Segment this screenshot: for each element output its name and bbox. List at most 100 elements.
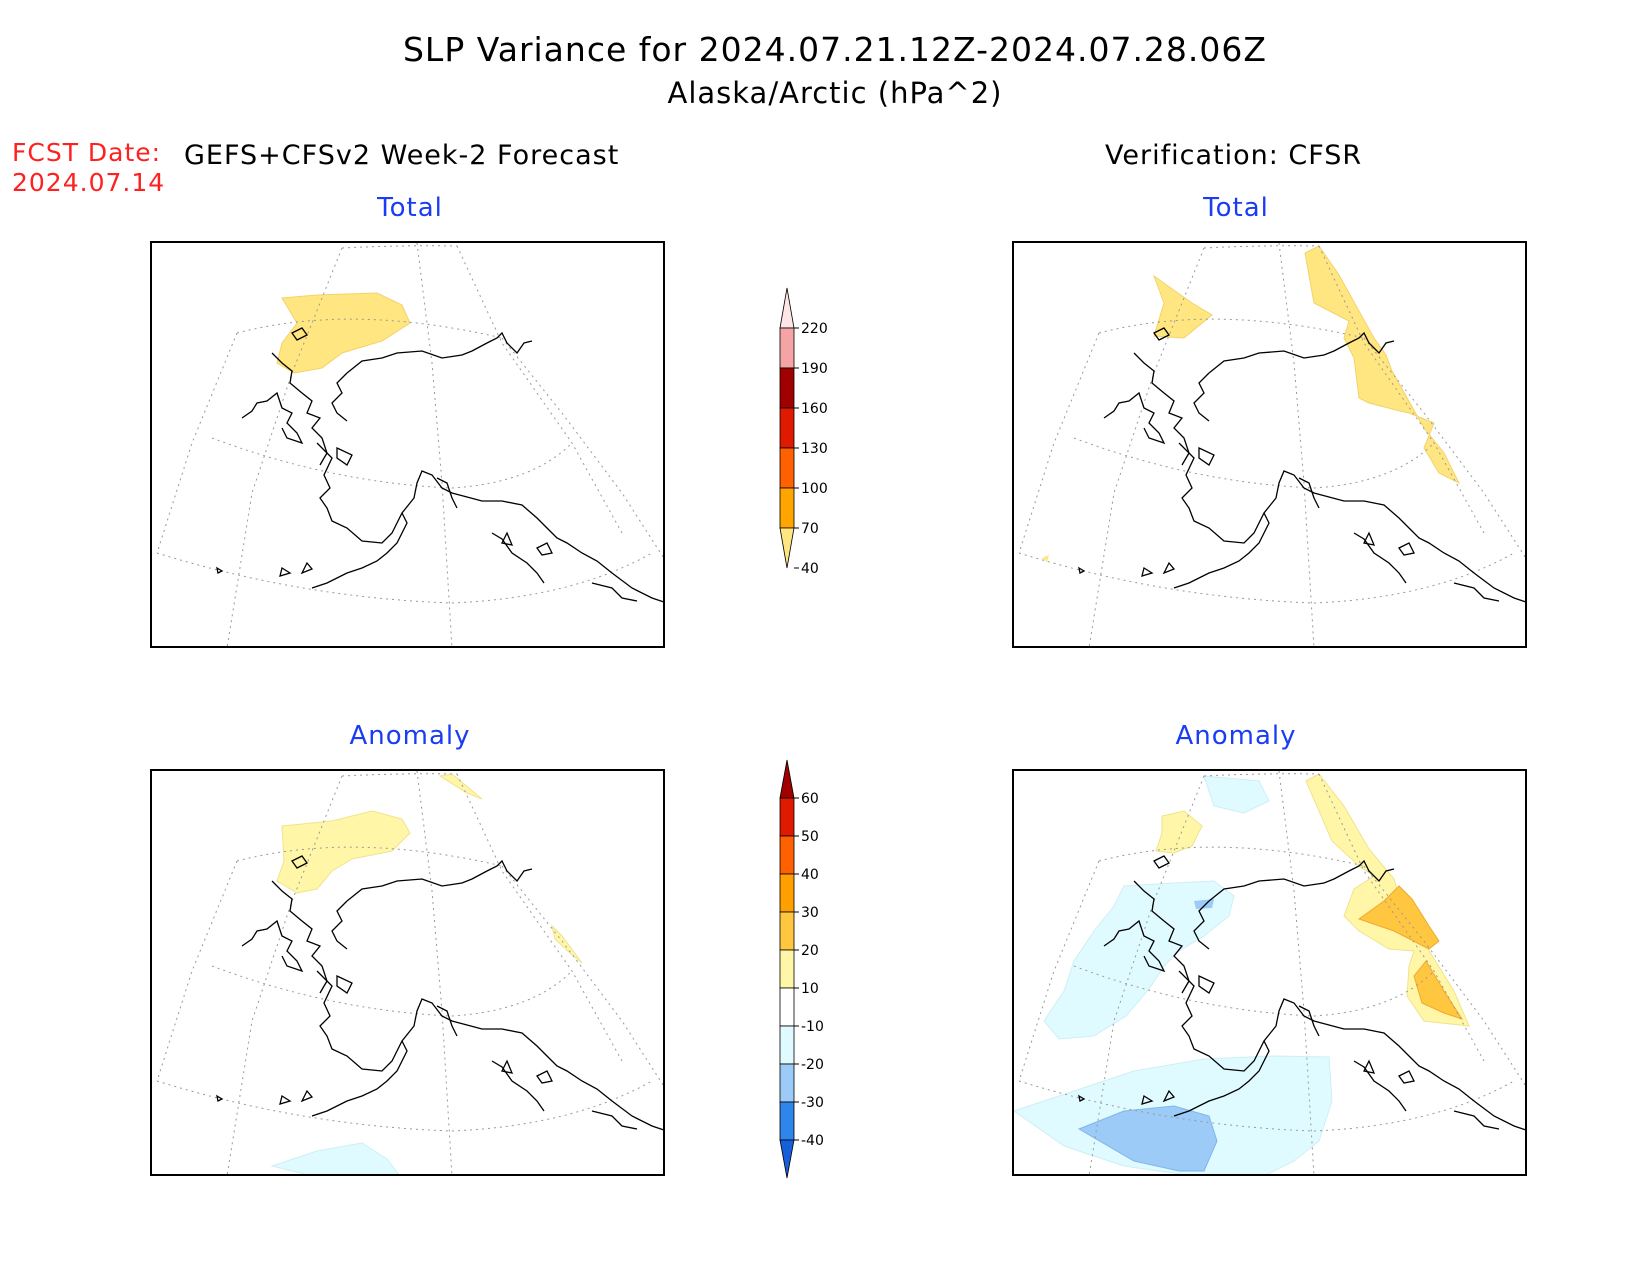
grid-line — [1098, 846, 1365, 867]
coastline-segment — [1353, 1060, 1407, 1112]
colorbar-segment — [779, 759, 795, 799]
verification-anomaly-map — [1012, 769, 1527, 1176]
coastline-segment — [1298, 477, 1320, 509]
colorbar-segment — [779, 1025, 795, 1065]
coastline-segment — [336, 446, 353, 466]
fcst-date-value: 2024.07.14 — [12, 168, 166, 197]
grid-line — [211, 965, 573, 1017]
coastline-segment — [1453, 1110, 1500, 1130]
colorbar-label: 30 — [801, 905, 819, 921]
coastline-segment — [1141, 1094, 1154, 1105]
graticule — [156, 243, 663, 646]
colorbar-label: 10 — [801, 981, 819, 997]
grid-line — [456, 773, 623, 1062]
coastline-segment — [316, 442, 663, 603]
coastline-segment — [331, 900, 348, 950]
colorbar-segment — [779, 527, 795, 569]
coastline-segment — [1103, 919, 1166, 973]
coastline-segment — [591, 582, 638, 602]
coastline-segment — [1363, 1059, 1376, 1074]
colorbar-segment — [779, 987, 795, 1027]
graticule — [1018, 771, 1525, 1174]
coastline-segment — [300, 1089, 314, 1103]
coastline-segment — [491, 532, 545, 584]
coastline-segment — [216, 566, 224, 574]
grid-line — [156, 552, 653, 604]
coastline-segment — [1398, 542, 1415, 556]
grid-line — [501, 337, 663, 558]
grid-line — [211, 437, 573, 489]
grid-line — [1098, 318, 1365, 339]
forecast-total-map — [150, 241, 665, 648]
verification-total-shading — [1042, 245, 1461, 562]
colorbar-label: -30 — [801, 1095, 824, 1111]
colorbar-label: -40 — [801, 1133, 824, 1149]
coastline-segment — [536, 542, 553, 556]
colorbar-segment — [779, 447, 795, 489]
forecast-anomaly-shading — [270, 773, 583, 1174]
coastline-segment — [1133, 880, 1190, 994]
grid-line — [1203, 773, 1320, 777]
grid-line — [1278, 771, 1315, 1174]
total-colorbar-svg: 40 70 100 130 160 190 220 — [779, 287, 828, 577]
coastline-segment — [291, 327, 308, 341]
grid-line — [226, 775, 343, 1174]
forecast-anomaly-title: Anomaly — [349, 721, 471, 751]
coastline-segment — [346, 331, 533, 374]
colorbar-label: 220 — [801, 321, 828, 337]
colorbar-segment — [779, 287, 795, 329]
coastline-segment — [1363, 531, 1376, 546]
grid-line — [1278, 243, 1315, 646]
anomaly-colorbar-svg: -40 -30 -20 -10 10 20 30 40 50 60 — [779, 759, 824, 1179]
forecast-anomaly-map-svg — [156, 771, 663, 1174]
anomaly-colorbar: -40 -30 -20 -10 10 20 30 40 50 60 — [779, 752, 900, 1204]
coastline-segment — [1078, 566, 1086, 574]
grid-line — [226, 247, 343, 646]
coastline-segment — [271, 352, 328, 466]
coastline-segment — [291, 855, 308, 869]
verification-anomaly-shading — [1014, 773, 1470, 1174]
forecast-total-map-svg — [156, 243, 663, 646]
coastline-segment — [1133, 352, 1190, 466]
verification-anomaly-title: Anomaly — [1175, 721, 1297, 751]
graticule — [156, 771, 663, 1174]
colorbar-segment — [779, 949, 795, 989]
colorbar-segment — [779, 1139, 795, 1179]
grid-line — [1088, 247, 1205, 646]
coastline-segment — [1162, 561, 1176, 575]
coastline — [216, 327, 663, 603]
colorbar-label: 160 — [801, 401, 828, 417]
colorbar-label: -10 — [801, 1019, 824, 1035]
coastline-segment — [1193, 372, 1210, 422]
forecast-anomaly-map — [150, 769, 665, 1176]
graticule — [1018, 243, 1525, 646]
coastline — [1078, 327, 1525, 603]
grid-line — [341, 245, 458, 249]
chart-title: SLP Variance for 2024.07.21.12Z-2024.07.… — [402, 30, 1268, 69]
forecast-heading: GEFS+CFSv2 Week-2 Forecast — [184, 140, 620, 171]
coastline-segment — [216, 1094, 224, 1102]
colorbar-label: 130 — [801, 441, 828, 457]
verification-anomaly-map-svg — [1014, 771, 1525, 1174]
total-colorbar: 40 70 100 130 160 190 220 — [779, 280, 900, 620]
grid-line — [236, 318, 503, 339]
verification-total-map — [1012, 241, 1527, 648]
grid-line — [1363, 865, 1525, 1086]
verification-total-title: Total — [1203, 193, 1269, 223]
forecast-total-shading — [276, 292, 411, 374]
coastline-segment — [346, 859, 533, 902]
colorbar-segment — [779, 407, 795, 449]
grid-line — [1073, 437, 1435, 489]
colorbar-label: 40 — [801, 867, 819, 883]
colorbar-label: 40 — [801, 561, 819, 577]
coastline-segment — [1353, 532, 1407, 584]
coastline-segment — [591, 1110, 638, 1130]
colorbar-label: 190 — [801, 361, 828, 377]
grid-line — [156, 1080, 653, 1132]
colorbar-label: 50 — [801, 829, 819, 845]
coastline-segment — [316, 970, 663, 1131]
colorbar-label: 20 — [801, 943, 819, 959]
colorbar-segment — [779, 797, 795, 837]
coastline-segment — [501, 1059, 514, 1074]
coastline-segment — [271, 880, 328, 994]
